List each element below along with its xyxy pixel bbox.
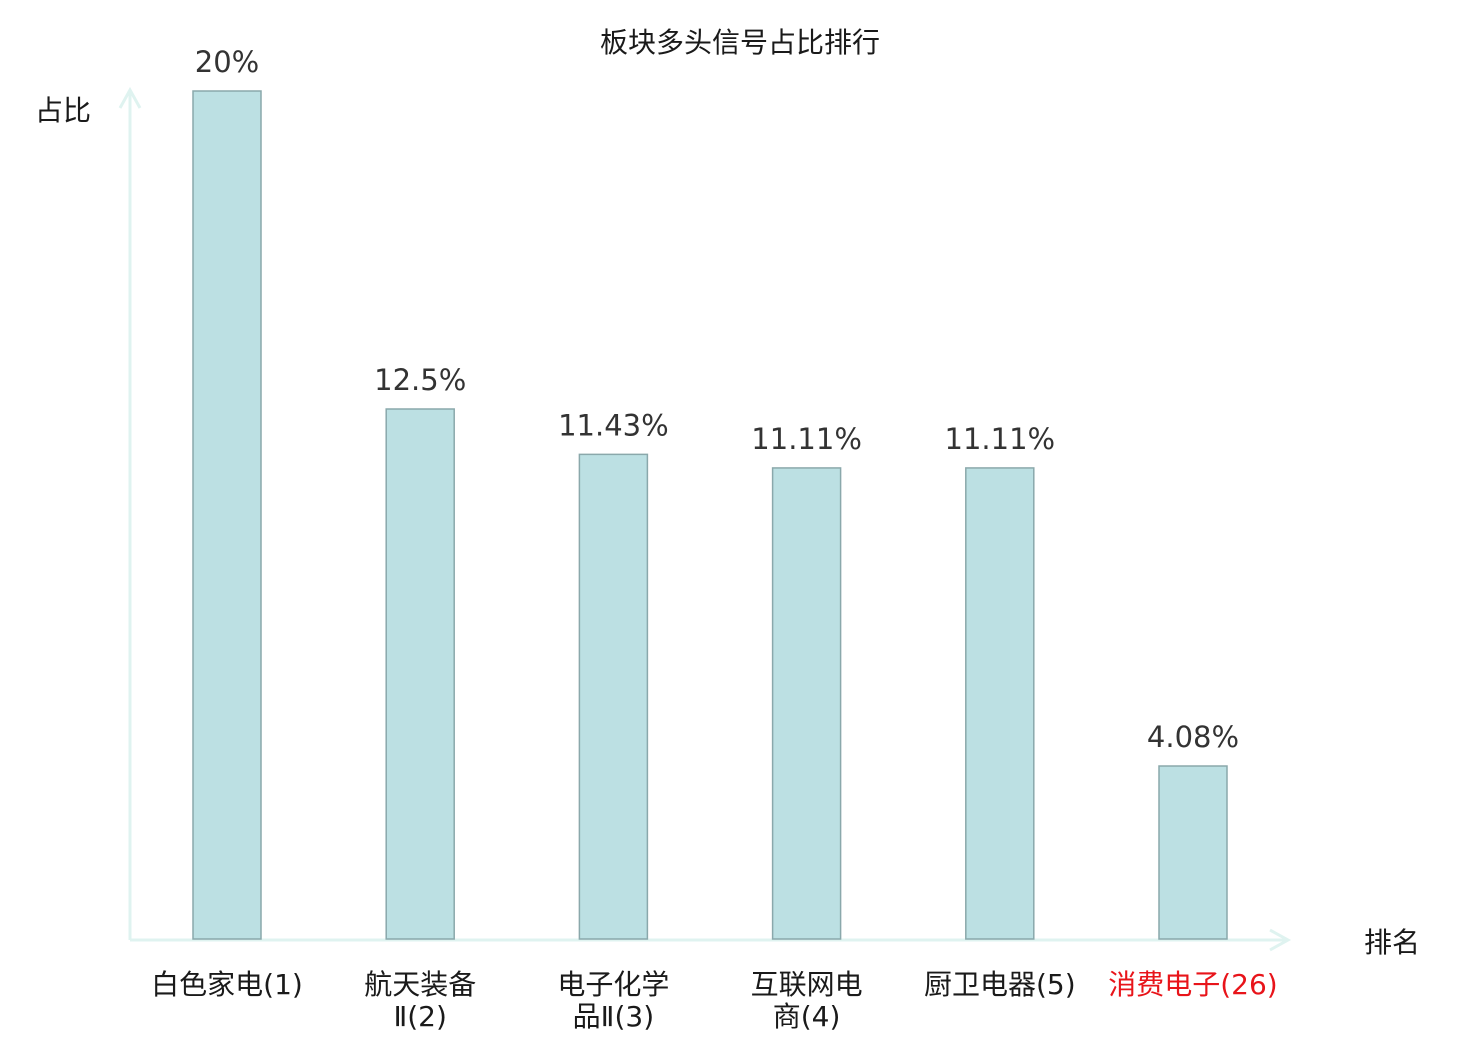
x-tick-label: 品Ⅱ(3): [573, 1000, 654, 1033]
x-tick-label: 商(4): [773, 1000, 841, 1033]
data-label: 12.5%: [374, 363, 466, 397]
bar: [1158, 765, 1228, 940]
x-tick-label: Ⅱ(2): [393, 1000, 446, 1033]
data-label: 11.11%: [751, 422, 862, 456]
data-label: 11.43%: [558, 408, 669, 442]
data-label: 11.11%: [945, 422, 1056, 456]
bar: [385, 408, 455, 940]
x-tick-label: 厨卫电器(5): [924, 968, 1076, 1001]
y-axis-label: 占比: [35, 94, 91, 127]
data-label: 4.08%: [1147, 720, 1239, 754]
bar: [578, 453, 649, 940]
x-tick-label: 航天装备: [364, 968, 476, 1001]
y-axis-arrow-icon: [118, 86, 142, 109]
bars: [192, 90, 1228, 940]
chart-title: 板块多头信号占比排行: [600, 26, 880, 59]
data-label: 20%: [195, 45, 259, 79]
bar: [771, 467, 842, 940]
x-axis-arrow-icon: [1269, 928, 1292, 952]
x-tick-label: 消费电子(26): [1108, 968, 1277, 1001]
axes: [118, 86, 1292, 952]
bar: [965, 467, 1035, 940]
x-axis-label: 排名: [1364, 926, 1420, 959]
x-tick-label: 互联网电: [751, 968, 863, 1001]
x-tick-label: 白色家电(1): [151, 968, 303, 1001]
bar: [192, 90, 262, 940]
x-tick-label: 电子化学: [557, 968, 669, 1001]
